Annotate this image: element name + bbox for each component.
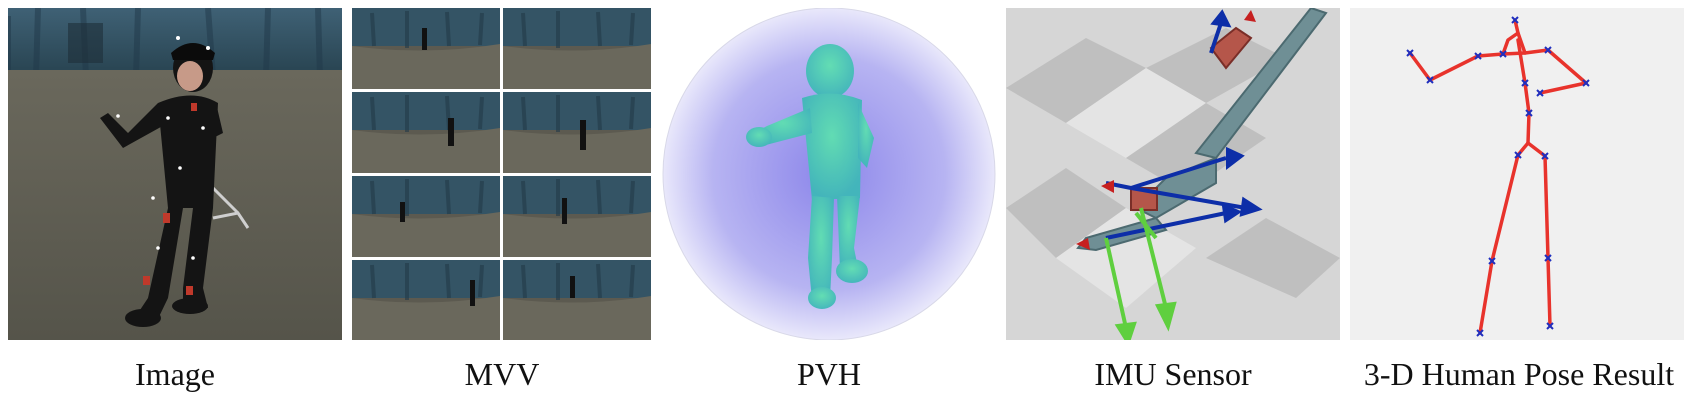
caption-pose-result: 3-D Human Pose Result xyxy=(1363,356,1675,392)
image-panel xyxy=(8,8,342,340)
mvv-panel xyxy=(352,8,652,340)
subject-photo xyxy=(8,8,342,340)
caption-mvv: MVV xyxy=(464,356,540,392)
imu-sensor-render xyxy=(1006,8,1340,340)
multi-view-grid xyxy=(352,8,652,340)
pose-panel xyxy=(1350,8,1684,340)
pose-skeleton-plot xyxy=(1350,8,1684,340)
caption-pvh: PVH xyxy=(796,356,861,392)
caption-imu-sensor: IMU Sensor xyxy=(1094,356,1252,392)
probabilistic-visual-hull xyxy=(662,8,996,340)
imu-panel xyxy=(1006,8,1340,340)
joint-markers xyxy=(1406,16,1590,337)
pvh-panel xyxy=(662,8,996,340)
caption-image: Image xyxy=(135,356,215,392)
